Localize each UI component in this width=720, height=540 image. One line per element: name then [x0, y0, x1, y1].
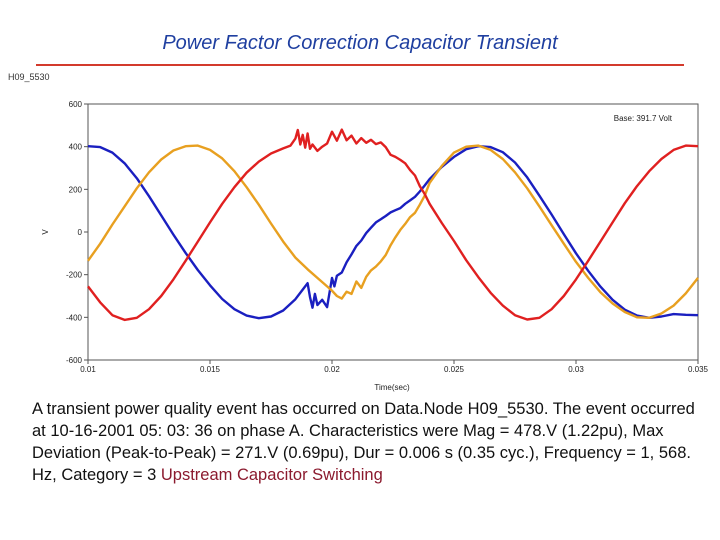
x-tick-label: 0.025	[444, 365, 465, 374]
y-tick-label: -400	[66, 313, 83, 322]
x-axis-label: Time(sec)	[374, 383, 410, 392]
description-text: A transient power quality event has occu…	[32, 400, 695, 484]
title-divider	[36, 64, 684, 66]
y-tick-label: 200	[69, 185, 83, 194]
slide-title: Power Factor Correction Capacitor Transi…	[162, 32, 558, 54]
y-tick-label: 600	[69, 100, 83, 109]
x-tick-label: 0.03	[568, 365, 584, 374]
y-tick-label: 400	[69, 143, 83, 152]
x-tick-label: 0.02	[324, 365, 340, 374]
y-tick-label: -600	[66, 356, 83, 365]
x-tick-label: 0.015	[200, 365, 221, 374]
series-line-2	[87, 144, 699, 319]
category-highlight: Upstream Capacitor Switching	[160, 466, 383, 484]
plot-identifier: H09_5530	[8, 72, 50, 82]
base-annotation: Base: 391.7 Volt	[614, 114, 673, 123]
series-line-3	[87, 128, 699, 322]
series-group	[87, 128, 699, 322]
y-tick-label: 0	[78, 228, 83, 237]
x-tick-label: 0.01	[80, 365, 96, 374]
y-axis-label: V	[41, 229, 50, 235]
event-description: A transient power quality event has occu…	[32, 398, 702, 486]
x-tick-label: 0.035	[688, 365, 709, 374]
series-line-1	[87, 145, 699, 320]
y-tick-label: -200	[66, 271, 83, 280]
